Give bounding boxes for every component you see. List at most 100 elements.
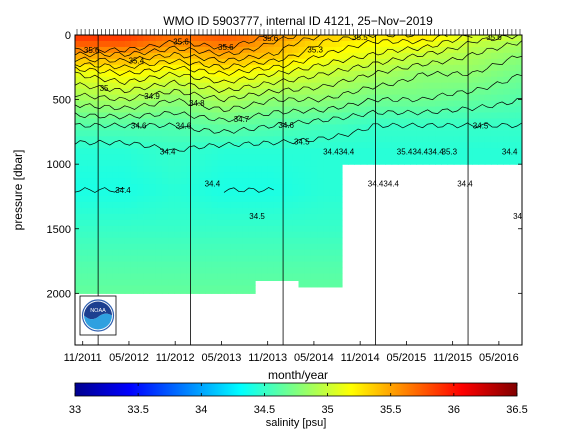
heat-cell [205,195,213,203]
heat-cell [503,40,511,48]
heat-cell [416,124,424,131]
heat-cell [472,148,480,155]
heat-cell [366,35,374,42]
heat-cell [217,261,225,269]
heat-cell [230,166,238,173]
heat-cell [323,82,331,90]
heat-cell [99,148,107,155]
heat-cell [230,291,238,294]
heat-cell [87,82,95,90]
heat-cell [472,64,480,72]
heat-cell [428,136,436,143]
heat-cell [161,35,169,42]
heat-cell [329,64,337,72]
heat-cell [478,160,486,165]
heat-cell [410,106,418,114]
heat-cell [292,82,300,90]
heat-cell [217,148,225,155]
heat-cell [490,100,498,108]
heat-cell [354,52,362,60]
heat-cell [93,160,101,167]
heat-cell [217,172,225,179]
heat-cell [255,76,262,84]
heat-cell [335,285,343,288]
heat-cell [317,148,324,155]
heat-cell [310,46,318,54]
heat-cell [130,112,138,120]
heat-cell [180,291,188,294]
heat-cell [137,160,144,167]
heat-cell [106,190,113,197]
heat-cell [354,94,362,102]
heat-cell [205,184,213,191]
heat-cell [118,100,126,108]
heat-cell [205,219,213,227]
contour-label: 34.5 [513,212,529,221]
heat-cell [304,118,312,126]
heat-cell [391,76,399,84]
heat-cell [143,231,151,239]
heat-cell [130,291,138,294]
heat-cell [379,82,387,90]
heat-cell [317,231,324,239]
heat-cell [304,225,312,233]
heat-cell [130,154,138,161]
heat-cell [335,249,343,257]
heat-cell [292,207,300,215]
heat-cell [180,172,188,179]
heat-cell [373,52,380,60]
heat-cell [310,35,318,42]
heat-cell [118,118,126,126]
heat-cell [317,279,324,286]
heat-cell [335,94,343,102]
heat-cell [93,82,101,90]
heat-cell [186,166,194,173]
heat-cell [143,82,151,90]
heat-cell [397,46,405,54]
heat-cell [137,58,144,66]
heat-cell [286,166,293,173]
heat-cell [478,130,486,137]
y-tick-label: 500 [53,95,71,107]
heat-cell [199,76,206,84]
heat-cell [192,207,200,215]
heat-cell [112,178,120,185]
heat-cell [360,118,368,126]
heat-cell [230,154,238,161]
heat-cell [292,178,300,185]
heat-cell [466,52,473,60]
heat-cell [161,184,169,191]
heat-cell [385,82,393,90]
heat-cell [422,148,430,155]
heat-cell [255,88,262,96]
heat-cell [261,82,269,90]
heat-cell [354,100,362,108]
heat-cell [199,190,206,197]
heat-cell [180,70,188,78]
heat-cell [335,160,343,167]
heat-cell [211,285,219,292]
heat-cell [155,178,163,185]
heat-cell [124,201,132,209]
heat-cell [304,82,312,90]
heat-cell [143,76,151,84]
heat-cell [180,136,188,143]
heat-cell [186,207,194,215]
heat-cell [224,35,231,42]
heat-cell [298,58,306,66]
heat-cell [149,172,157,179]
heat-cell [323,154,331,161]
heat-cell [410,154,418,161]
heat-cell [286,124,293,131]
heat-cell [211,207,219,215]
heat-cell [93,207,101,215]
heat-cell [341,154,349,161]
heat-cell [242,243,250,251]
heat-cell [155,219,163,227]
heat-cell [205,213,213,221]
heat-cell [161,142,169,149]
heat-cell [373,82,380,90]
heat-cell [180,35,188,42]
heat-cell [286,106,293,114]
heat-cell [155,267,163,275]
